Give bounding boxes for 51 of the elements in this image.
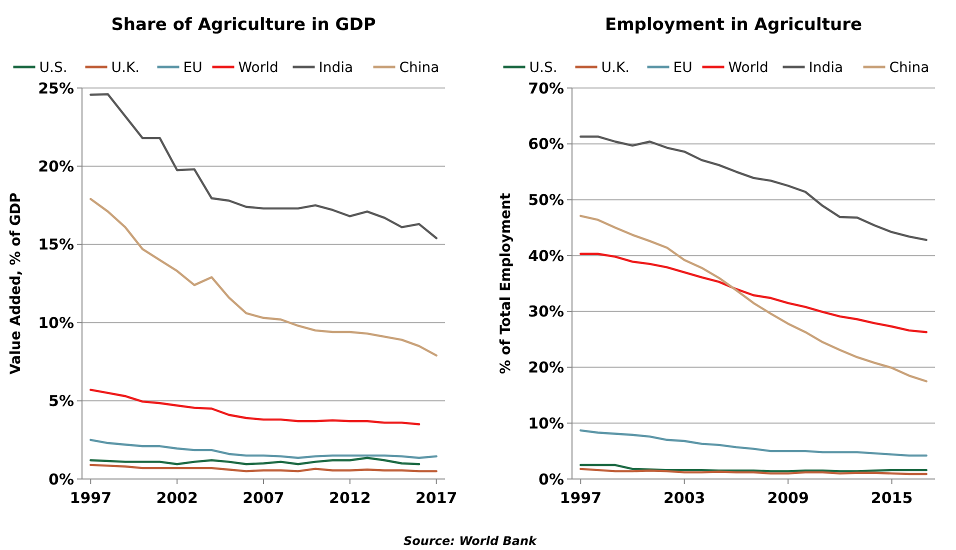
legend-label: EU (183, 60, 202, 76)
line-series (90, 93, 438, 240)
legend-label: U.S. (529, 60, 558, 76)
legend-label: India (318, 60, 354, 76)
line-series (580, 214, 928, 382)
chart-title: Share of Agriculture in GDP (111, 15, 376, 35)
source-note: Source: World Bank (404, 534, 538, 548)
legend-label: China (889, 60, 930, 76)
x-tick-label: 2002 (156, 489, 198, 507)
line-series (90, 456, 420, 466)
legend-label: World (728, 60, 768, 76)
y-axis-title: Value Added, % of GDP (8, 192, 24, 375)
line-series (90, 438, 438, 459)
legend-label: World (238, 60, 278, 76)
y-tick-label: 10% (38, 314, 74, 332)
y-tick-label: 10% (528, 414, 564, 432)
x-tick-label: 1997 (560, 489, 602, 507)
x-tick-label: 2012 (329, 489, 371, 507)
x-tick-label: 2009 (767, 489, 809, 507)
y-tick-label: 20% (38, 157, 74, 176)
legend-label: China (399, 60, 440, 76)
y-tick-label: 0% (48, 470, 74, 488)
y-tick-label: 30% (528, 302, 564, 321)
y-tick-label: 20% (528, 358, 564, 377)
line-series (580, 464, 928, 472)
y-tick-label: 5% (48, 392, 74, 410)
x-tick-label: 1997 (70, 489, 112, 507)
line-series (580, 252, 928, 334)
line-series (90, 198, 438, 357)
x-tick-label: 2017 (415, 489, 458, 507)
y-tick-label: 25% (38, 79, 74, 98)
y-tick-label: 60% (528, 135, 564, 154)
line-series (580, 429, 928, 457)
line-series (90, 388, 420, 426)
line-series (90, 464, 438, 472)
legend-label: U.K. (111, 60, 140, 76)
y-tick-label: 15% (38, 236, 74, 254)
y-tick-label: 50% (528, 190, 564, 209)
legend-label: EU (673, 60, 692, 76)
y-tick-label: 70% (528, 79, 564, 98)
x-tick-label: 2015 (870, 489, 913, 507)
chart-title: Employment in Agriculture (604, 15, 862, 35)
y-tick-label: 40% (528, 246, 564, 265)
y-axis-title: % of Total Employment (498, 192, 514, 374)
legend-label: India (808, 60, 844, 76)
x-tick-label: 2007 (242, 489, 284, 507)
line-series (580, 135, 928, 242)
x-tick-label: 2003 (663, 489, 706, 507)
legend-label: U.K. (601, 60, 630, 76)
y-tick-label: 0% (538, 470, 564, 488)
legend-label: U.S. (39, 60, 68, 76)
